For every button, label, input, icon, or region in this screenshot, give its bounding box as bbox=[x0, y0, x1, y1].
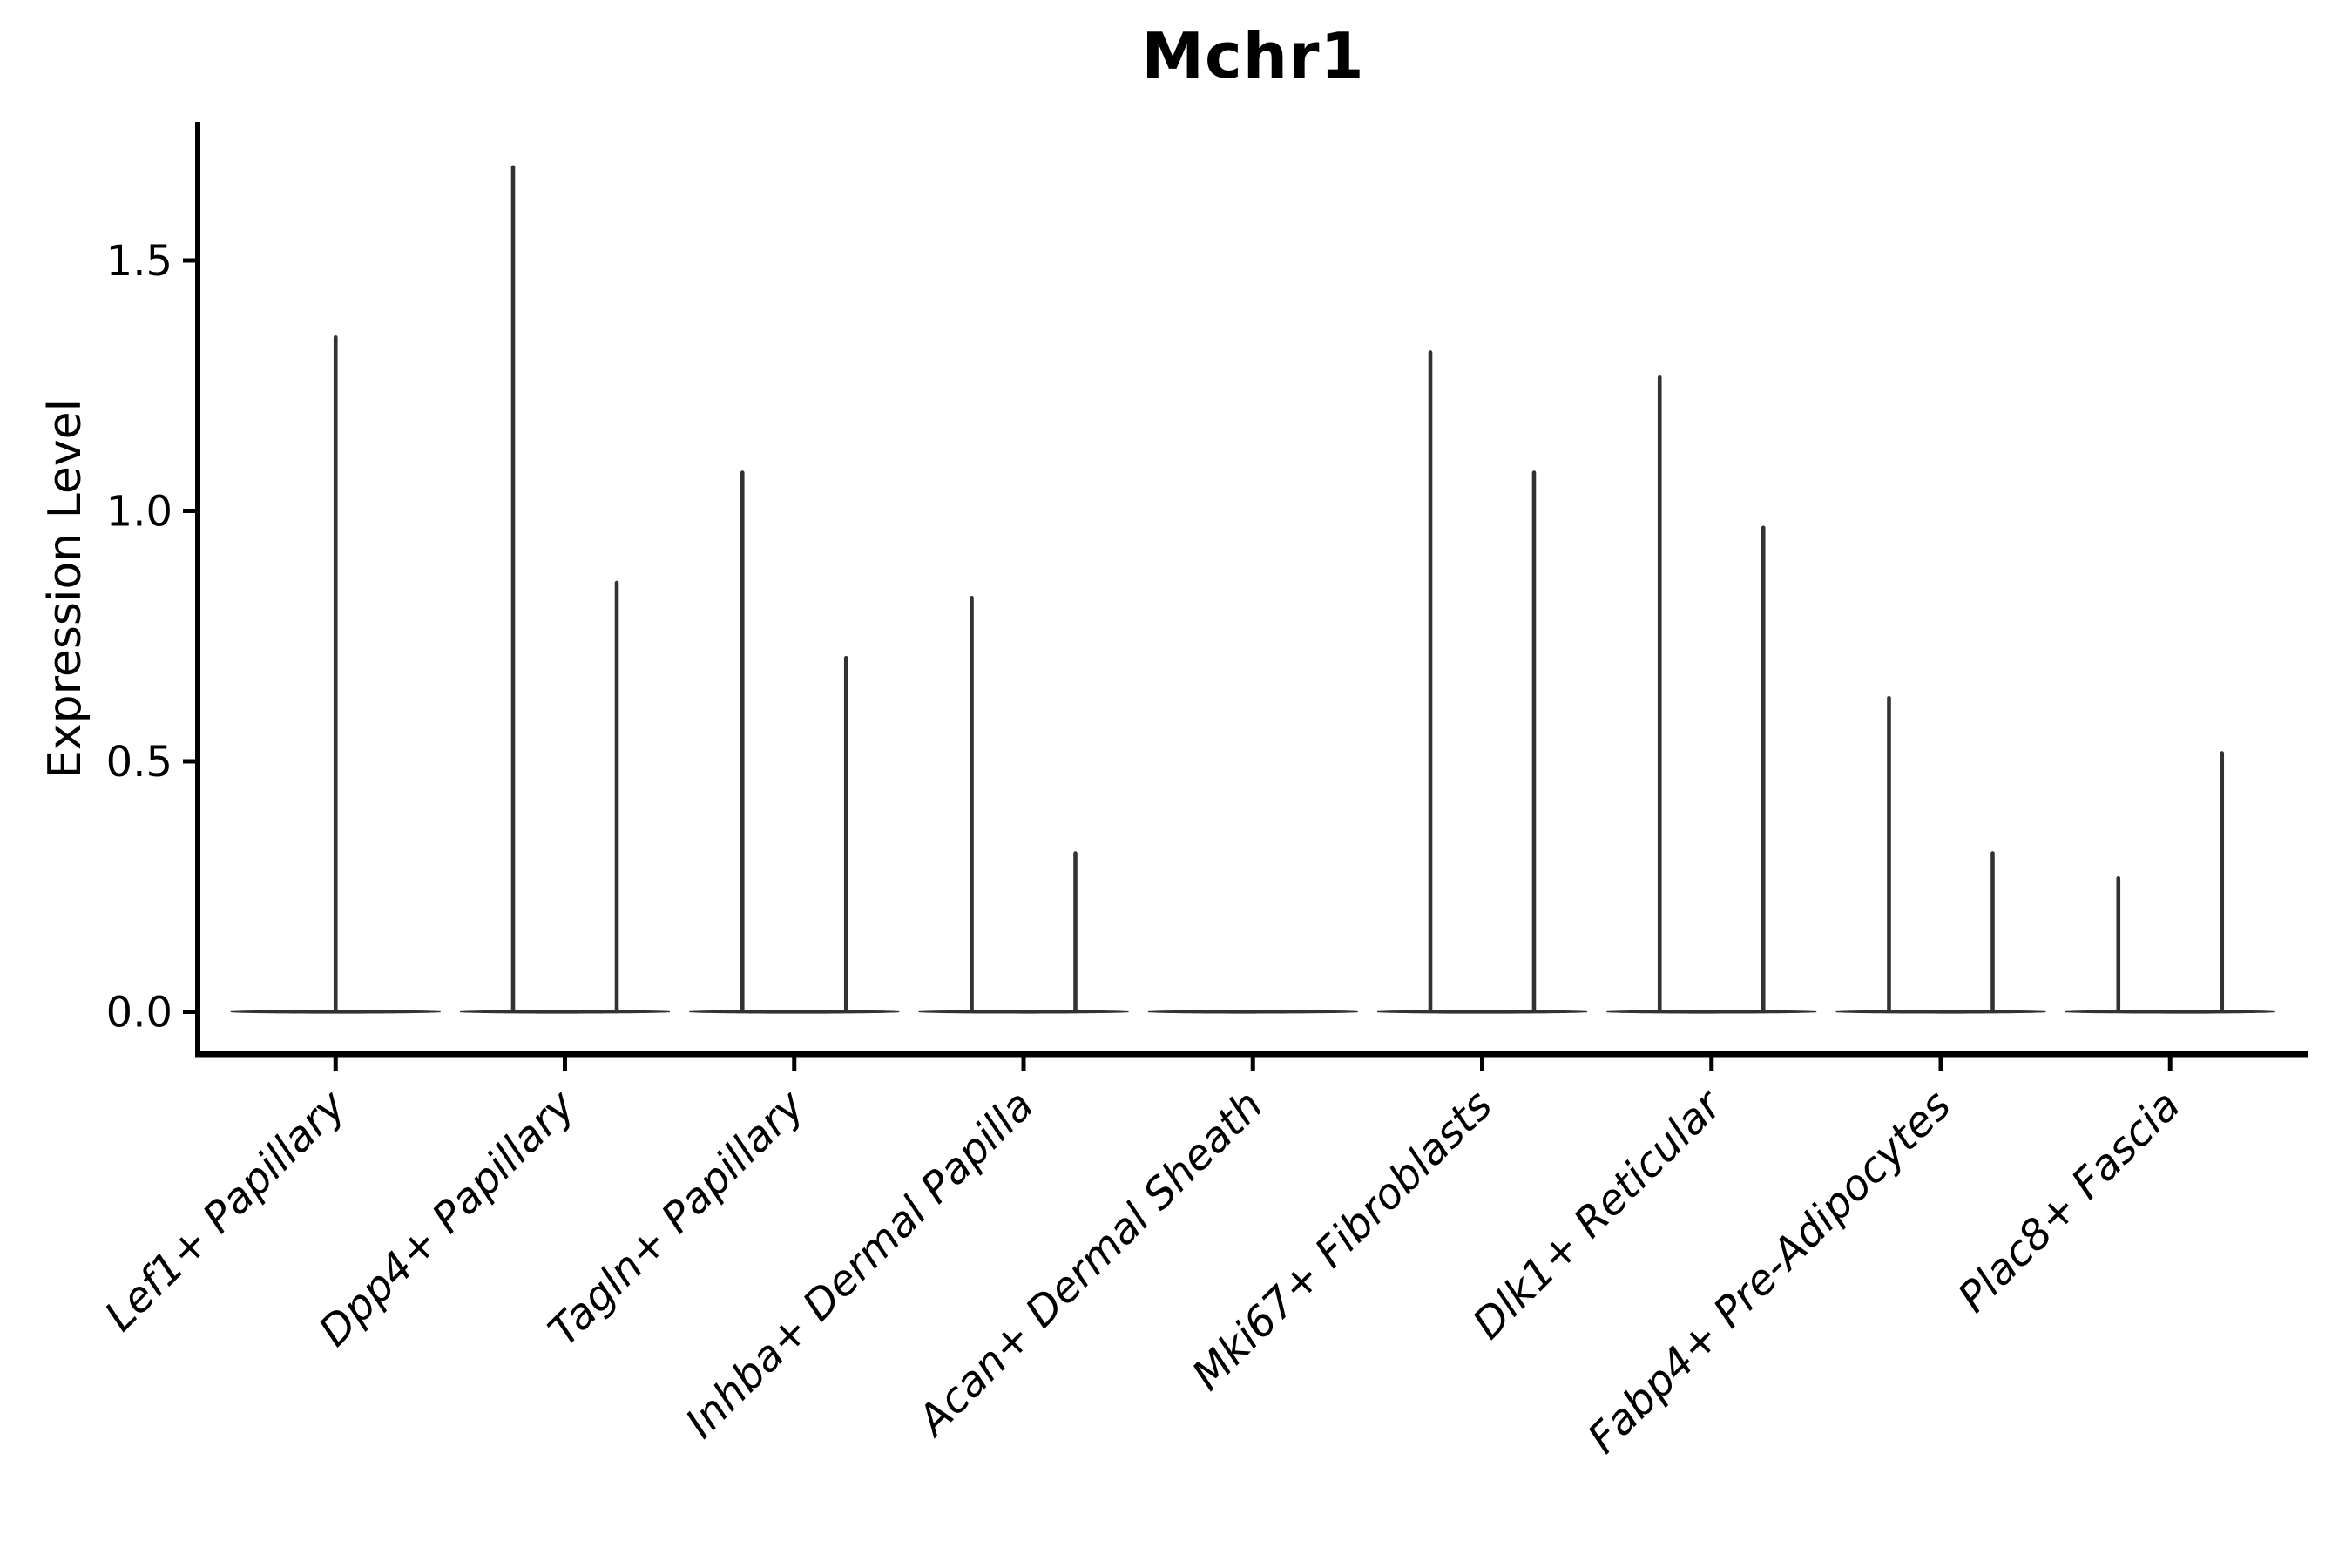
violin-baseline bbox=[460, 1010, 670, 1014]
violin-baseline bbox=[2065, 1010, 2275, 1014]
violin-baseline bbox=[918, 1010, 1129, 1014]
x-tick-label: Dlk1+ Reticular bbox=[1463, 1079, 1734, 1349]
violin-baseline bbox=[1377, 1010, 1587, 1014]
violin-baseline bbox=[1147, 1010, 1358, 1014]
violin-baseline bbox=[689, 1010, 900, 1014]
x-tick-label: Lef1+ Papillary bbox=[96, 1080, 356, 1341]
x-tick-label: Tagln+ Papillary bbox=[539, 1080, 814, 1355]
chart-title: Mchr1 bbox=[1141, 19, 1365, 92]
x-tick-label: Dpp4+ Papillary bbox=[309, 1080, 585, 1355]
y-tick-label: 1.0 bbox=[106, 488, 172, 537]
x-tick-label: Plac8+ Fascia bbox=[1949, 1081, 2190, 1322]
x-tick-label: Fabp4+ Pre-Adipocytes bbox=[1578, 1081, 1961, 1463]
violin-baseline bbox=[1835, 1010, 2046, 1014]
y-tick-label: 1.5 bbox=[106, 237, 172, 286]
violin-baseline bbox=[1606, 1010, 1817, 1014]
y-tick-label: 0.5 bbox=[106, 738, 172, 787]
y-tick-label: 0.0 bbox=[106, 989, 172, 1037]
